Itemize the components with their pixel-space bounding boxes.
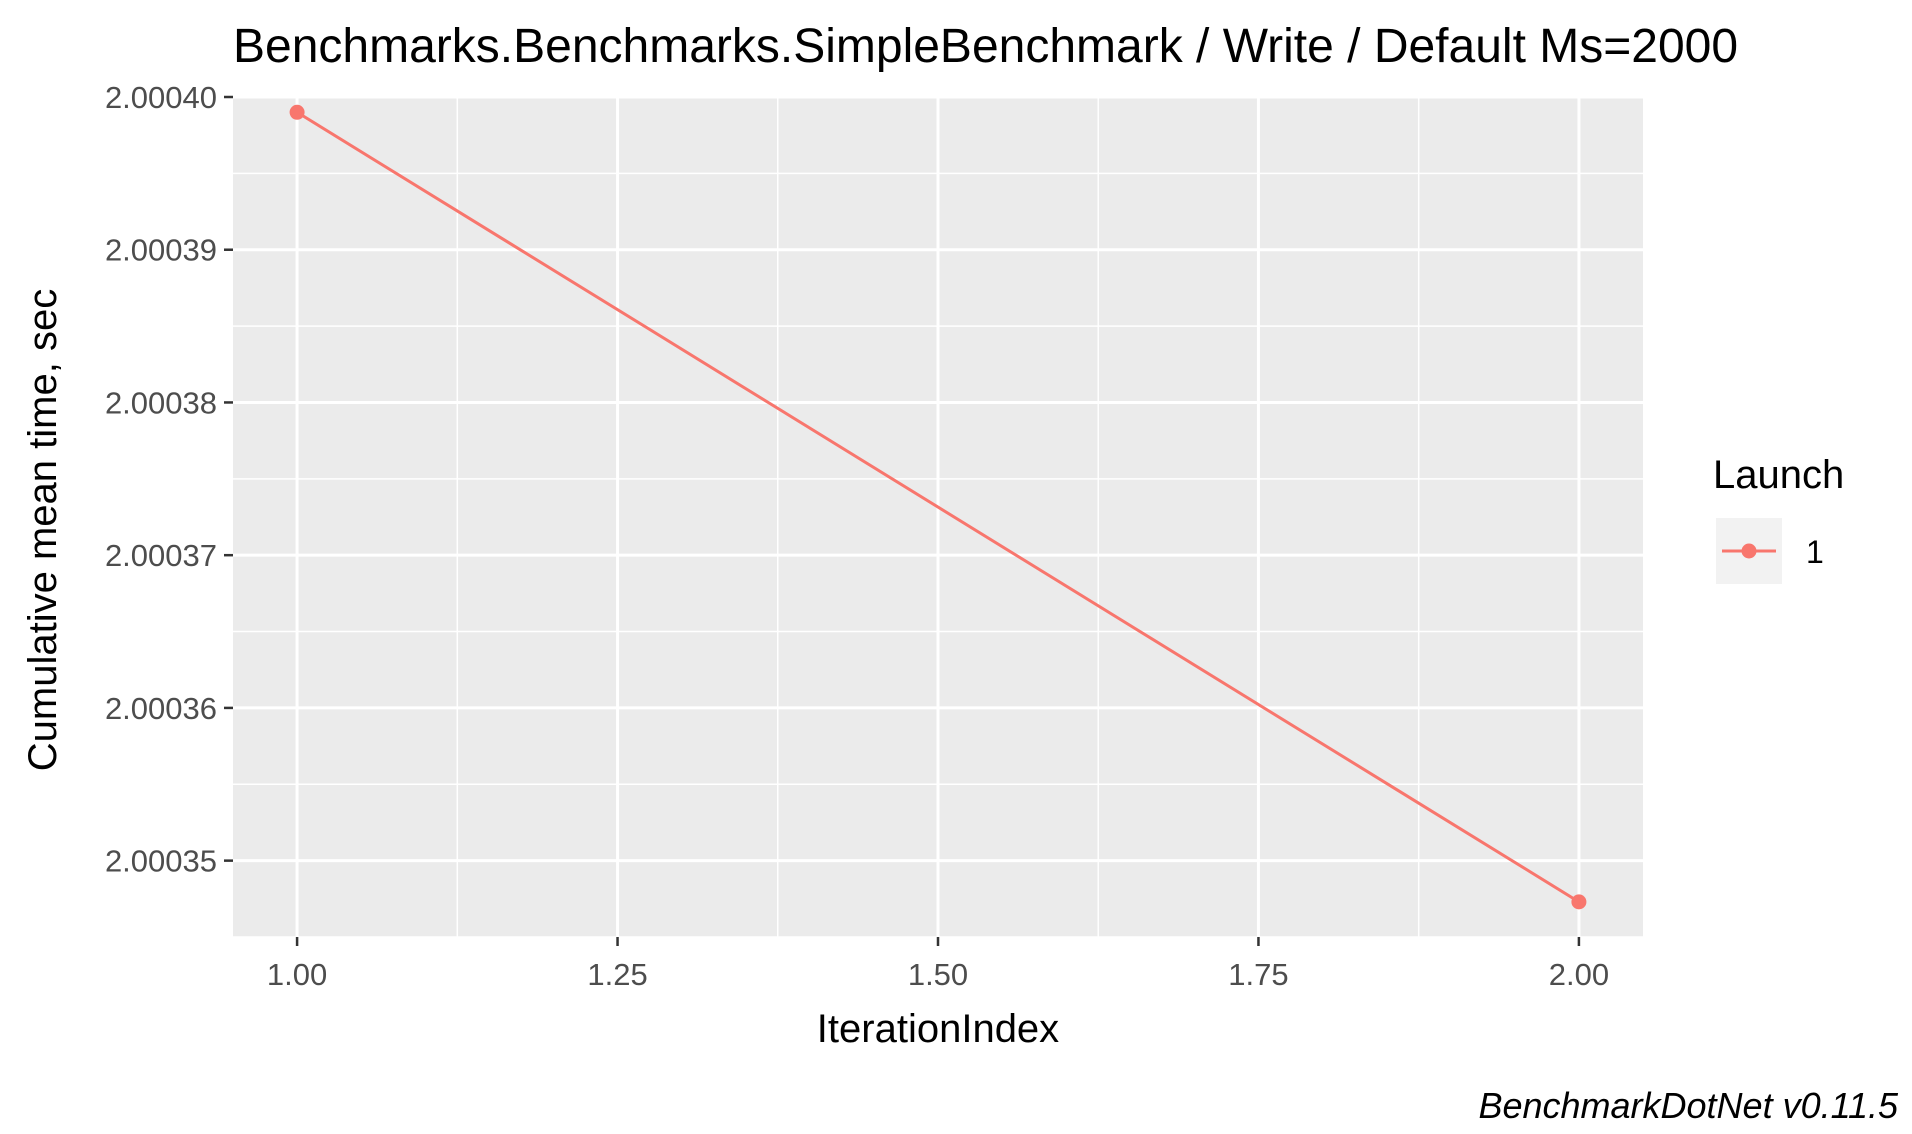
- x-tick-label: 1.75: [1228, 957, 1288, 992]
- y-axis-title: Cumulative mean time, sec: [21, 289, 65, 771]
- legend-key-point: [1741, 543, 1757, 559]
- legend-title: Launch: [1713, 453, 1844, 497]
- y-tick-label: 2.00039: [105, 233, 217, 268]
- legend-label: 1: [1806, 534, 1824, 570]
- y-tick-label: 2.00035: [105, 844, 217, 879]
- series-layer: [289, 104, 1587, 910]
- data-point: [1571, 894, 1587, 910]
- chart-title: Benchmarks.Benchmarks.SimpleBenchmark / …: [233, 20, 1738, 73]
- y-tick-label: 2.00036: [105, 691, 217, 726]
- major-gridlines: [233, 95, 1643, 937]
- x-tick-label: 2.00: [1549, 957, 1609, 992]
- legend: Launch 1: [1713, 453, 1844, 584]
- y-tick-label: 2.00037: [105, 538, 217, 573]
- y-tick-label: 2.00038: [105, 385, 217, 420]
- caption: BenchmarkDotNet v0.11.5: [1478, 1085, 1899, 1126]
- x-axis-title: IterationIndex: [817, 1007, 1059, 1051]
- x-tick-label: 1.50: [908, 957, 968, 992]
- x-tick-label: 1.25: [587, 957, 647, 992]
- x-axis: 1.00 1.25 1.50 1.75 2.00: [267, 937, 1609, 992]
- x-tick-label: 1.00: [267, 957, 327, 992]
- data-point: [289, 104, 305, 120]
- y-axis: 2.00035 2.00036 2.00037 2.00038 2.00039 2.000…: [105, 80, 233, 879]
- y-tick-label: 2.00040: [105, 80, 217, 115]
- series-line: [296, 110, 1580, 904]
